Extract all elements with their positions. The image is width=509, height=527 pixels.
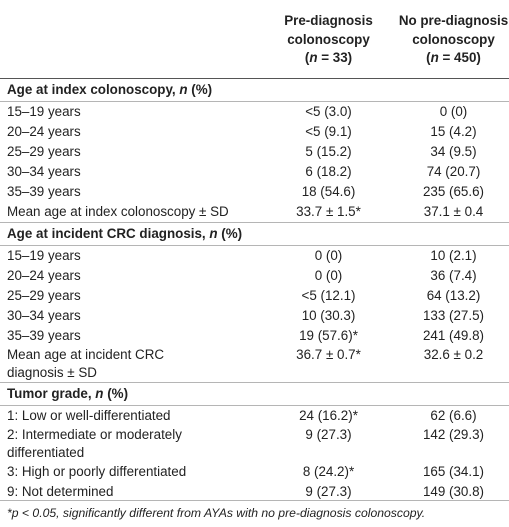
row-label: Mean age at index colonoscopy ± SD (7, 204, 229, 219)
row-value-pre: 6 (18.2) (305, 164, 352, 179)
row-label: 3: High or poorly differentiated (7, 464, 187, 479)
row-value-no-pre: 37.1 ± 0.4 (423, 204, 484, 219)
row-value-pre: 9 (27.3) (305, 427, 352, 442)
table-row: 25–29 years 5 (15.2) 34 (9.5) (0, 142, 509, 162)
table-bottom-rule (0, 500, 509, 501)
table-row: 20–24 years <5 (9.1) 15 (4.2) (0, 122, 509, 142)
header-row: Pre-diagnosis colonoscopy (n = 33) No pr… (0, 0, 509, 79)
header-col2-line2: colonoscopy (287, 31, 370, 47)
header-pre-diagnosis: Pre-diagnosis colonoscopy (n = 33) (266, 0, 391, 79)
row-label: Mean age at incident CRC diagnosis ± SD (0, 346, 266, 383)
data-table: Pre-diagnosis colonoscopy (n = 33) No pr… (0, 0, 509, 502)
row-value-no-pre: 34 (9.5) (430, 144, 477, 159)
table-row: 9: Not determined 9 (27.3) 149 (30.8) (0, 482, 509, 502)
row-value-pre: 24 (16.2)* (266, 405, 391, 426)
section-title-row: Age at incident CRC diagnosis, n (%) (0, 222, 509, 246)
section-title: Age at index colonoscopy, n (%) (0, 78, 509, 102)
header-no-pre-diagnosis: No pre-diagnosis colonoscopy (n = 450) (391, 0, 509, 79)
row-value-no-pre: 149 (30.8) (422, 484, 485, 499)
row-value-pre: 33.7 ± 1.5* (296, 204, 361, 219)
row-value-no-pre: 64 (13.2) (426, 288, 481, 303)
table-row: 3: High or poorly differentiated 8 (24.2… (0, 462, 509, 482)
row-label-line1: 2: Intermediate or moderately (7, 427, 182, 442)
table-footnote: *p < 0.05, significantly different from … (7, 506, 425, 520)
header-col3-line2: colonoscopy (412, 31, 495, 47)
row-value-pre: 9 (27.3) (305, 484, 352, 499)
row-value-pre: 18 (54.6) (301, 184, 356, 199)
row-value-no-pre: 235 (65.6) (422, 184, 485, 199)
row-value-pre: 19 (57.6)* (299, 328, 358, 343)
row-label: 20–24 years (7, 124, 81, 139)
row-label: 30–34 years (7, 164, 81, 179)
row-label: 15–19 years (0, 245, 266, 266)
row-value-pre: 0 (0) (314, 268, 343, 283)
row-value-no-pre: 142 (29.3) (422, 427, 485, 442)
row-label: 25–29 years (7, 288, 81, 303)
table-row: 30–34 years 10 (30.3) 133 (27.5) (0, 306, 509, 326)
row-value-no-pre: 15 (4.2) (430, 124, 477, 139)
row-label: 15–19 years (0, 101, 266, 122)
table-row: Mean age at index colonoscopy ± SD 33.7 … (0, 202, 509, 223)
section-title: Age at incident CRC diagnosis, n (%) (0, 222, 509, 246)
table-row: 25–29 years <5 (12.1) 64 (13.2) (0, 286, 509, 306)
row-value-no-pre: 62 (6.6) (391, 405, 509, 426)
table-row: 15–19 years 0 (0) 10 (2.1) (0, 245, 509, 266)
row-label: 35–39 years (7, 328, 81, 343)
footnote-text: *p < 0.05, significantly different from … (7, 506, 426, 520)
table-row: 2: Intermediate or moderately differenti… (0, 426, 509, 462)
table-row: 1: Low or well-differentiated 24 (16.2)*… (0, 405, 509, 426)
header-col2-n: (n = 33) (304, 50, 353, 65)
header-empty-cell (0, 0, 266, 79)
row-label: 25–29 years (7, 144, 81, 159)
row-value-pre: 10 (30.3) (301, 308, 356, 323)
table-row: 20–24 years 0 (0) 36 (7.4) (0, 266, 509, 286)
row-label: 30–34 years (7, 308, 81, 323)
table-row: 35–39 years 18 (54.6) 235 (65.6) (0, 182, 509, 202)
row-value-no-pre: 0 (0) (391, 101, 509, 122)
table-row: 35–39 years 19 (57.6)* 241 (49.8) (0, 326, 509, 346)
row-value-no-pre: 133 (27.5) (422, 308, 485, 323)
row-value-pre: <5 (12.1) (301, 288, 356, 303)
header-col3-n: (n = 450) (426, 50, 481, 65)
row-value-no-pre: 74 (20.7) (426, 164, 481, 179)
row-value-pre: <5 (3.0) (266, 101, 391, 122)
table-row: Mean age at incident CRC diagnosis ± SD … (0, 346, 509, 383)
row-label-line1: Mean age at incident CRC (7, 347, 165, 362)
row-value-pre: 8 (24.2)* (302, 464, 355, 479)
row-value-no-pre: 32.6 ± 0.2 (423, 347, 484, 362)
row-value-no-pre: 241 (49.8) (422, 328, 485, 343)
row-value-no-pre: 36 (7.4) (430, 268, 477, 283)
row-label: 2: Intermediate or moderately differenti… (0, 426, 266, 462)
row-value-pre: 0 (0) (266, 245, 391, 266)
row-value-pre: <5 (9.1) (305, 124, 352, 139)
row-value-pre: 5 (15.2) (305, 144, 352, 159)
row-label-line2: differentiated (7, 445, 85, 460)
section-title: Tumor grade, n (%) (0, 382, 509, 406)
row-label: 1: Low or well-differentiated (0, 405, 266, 426)
row-value-no-pre: 10 (2.1) (391, 245, 509, 266)
section-title-row: Age at index colonoscopy, n (%) (0, 78, 509, 102)
row-label: 20–24 years (7, 268, 81, 283)
table-row: 30–34 years 6 (18.2) 74 (20.7) (0, 162, 509, 182)
row-value-no-pre: 165 (34.1) (422, 464, 485, 479)
header-col3-line1: No pre-diagnosis (398, 13, 509, 28)
row-label-line2: diagnosis ± SD (7, 365, 97, 380)
row-label: 35–39 years (7, 184, 81, 199)
row-label: 9: Not determined (7, 484, 114, 499)
row-value-pre: 36.7 ± 0.7* (296, 347, 361, 362)
section-title-row: Tumor grade, n (%) (0, 382, 509, 406)
table-row: 15–19 years <5 (3.0) 0 (0) (0, 101, 509, 122)
header-col2-line1: Pre-diagnosis (284, 13, 373, 28)
